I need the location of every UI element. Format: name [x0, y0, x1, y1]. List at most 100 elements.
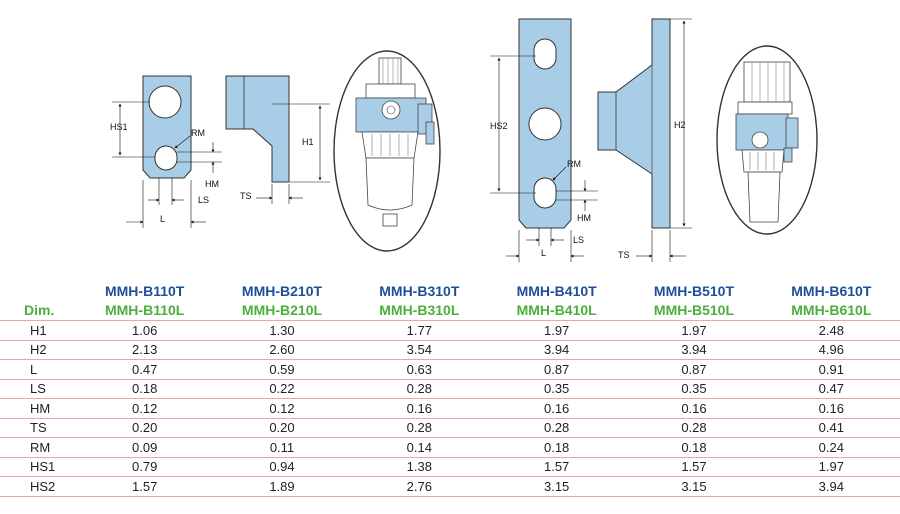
model-bottom-header: MMH-B610L — [791, 302, 872, 318]
model-top-row: MMH-B110T MMH-B210T MMH-B310T MMH-B410T … — [0, 282, 900, 301]
model-bottom-row: Dim. MMH-B110L MMH-B210L MMH-B310L MMH-B… — [0, 301, 900, 321]
table-cell: 1.30 — [213, 320, 351, 341]
h2-label: H2 — [674, 120, 686, 130]
table-cell: 1.77 — [350, 320, 488, 341]
ts-label: TS — [240, 191, 252, 201]
table-cell: 0.16 — [625, 398, 763, 419]
table-cell: 1.97 — [762, 457, 900, 477]
dim-label: LS — [0, 379, 76, 399]
table-cell: 2.13 — [76, 340, 214, 360]
dim-label: HS2 — [0, 476, 76, 497]
l-label: L — [160, 214, 165, 224]
table-cell: 0.28 — [487, 418, 626, 438]
table-cell: 0.24 — [762, 437, 900, 458]
table-cell: 0.28 — [625, 418, 763, 438]
table-cell: 1.57 — [625, 457, 763, 477]
model-bottom-header: MMH-B510L — [653, 302, 735, 318]
table-cell: 1.06 — [76, 320, 214, 341]
table-cell: 3.94 — [487, 340, 626, 360]
table-cell: 0.41 — [762, 418, 900, 438]
table-cell: 3.15 — [487, 476, 626, 497]
dim-label: TS — [0, 418, 76, 438]
model-bottom-header: MMH-B210L — [241, 302, 323, 318]
table-cell: 0.18 — [625, 437, 763, 458]
table-cell: 0.94 — [213, 457, 351, 477]
table-row: HS1 0.79 0.94 1.38 1.57 1.57 1.97 — [0, 457, 900, 477]
rm-label: RM — [191, 128, 205, 138]
hs1-label: HS1 — [110, 122, 128, 132]
table-cell: 0.18 — [76, 379, 214, 399]
table-cell: 0.28 — [350, 418, 488, 438]
large-bracket-front-view: HS2 RM HM LS L — [490, 18, 598, 262]
model-top-header: MMH-B110T — [104, 283, 185, 299]
table-cell: 0.22 — [213, 379, 351, 399]
table-cell: 0.20 — [213, 418, 351, 438]
dim-label: HM — [0, 398, 76, 419]
table-cell: 1.57 — [76, 476, 214, 497]
filter-mounted-illustration-1 — [333, 50, 441, 252]
hm-label: HM — [205, 179, 219, 189]
table-cell: 0.18 — [487, 437, 626, 458]
table-cell: 0.28 — [350, 379, 488, 399]
table-cell: 0.14 — [350, 437, 488, 458]
dim-label: RM — [0, 437, 76, 458]
table-cell: 0.47 — [76, 359, 214, 380]
model-bottom-header: MMH-B410L — [516, 302, 597, 318]
table-cell: 0.16 — [762, 398, 900, 419]
dim-label: H2 — [0, 340, 76, 360]
h1-label: H1 — [302, 137, 314, 147]
table-row: HM 0.12 0.12 0.16 0.16 0.16 0.16 — [0, 398, 900, 419]
model-bottom-header: MMH-B310L — [379, 302, 460, 318]
table-cell: 0.12 — [213, 398, 351, 419]
model-top-header: MMH-B510T — [653, 283, 735, 299]
table-row: HS2 1.57 1.89 2.76 3.15 3.15 3.94 — [0, 476, 900, 497]
table-cell: 0.09 — [76, 437, 214, 458]
table-cell: 0.87 — [487, 359, 626, 380]
rm-label-large: RM — [567, 159, 581, 169]
filter-mounted-illustration-2 — [716, 45, 818, 235]
table-cell: 0.63 — [350, 359, 488, 380]
model-top-header: MMH-B210T — [241, 283, 323, 299]
table-row: H2 2.13 2.60 3.54 3.94 3.94 4.96 — [0, 340, 900, 360]
table-cell: 3.54 — [350, 340, 488, 360]
table-cell: 0.91 — [762, 359, 900, 380]
bracket-drawings: HS1 RM HM LS L H1 TS — [110, 18, 818, 262]
l-label-large: L — [541, 248, 546, 258]
table-cell: 0.59 — [213, 359, 351, 380]
model-top-header: MMH-B610T — [791, 283, 872, 299]
table-cell: 3.94 — [762, 476, 900, 497]
table-cell: 0.11 — [213, 437, 351, 458]
table-cell: 1.57 — [487, 457, 626, 477]
table-cell: 2.48 — [762, 320, 900, 341]
large-bracket-side-view: H2 TS — [597, 18, 692, 262]
table-cell: 0.16 — [350, 398, 488, 419]
table-cell: 2.76 — [350, 476, 488, 497]
hm-label-large: HM — [577, 213, 591, 223]
table-row: RM 0.09 0.11 0.14 0.18 0.18 0.24 — [0, 437, 900, 458]
table-row: H1 1.06 1.30 1.77 1.97 1.97 2.48 — [0, 320, 900, 341]
ts-label-large: TS — [618, 250, 630, 260]
table-cell: 3.15 — [625, 476, 763, 497]
table-cell: 0.79 — [76, 457, 214, 477]
table-cell: 0.87 — [625, 359, 763, 380]
table-cell: 2.60 — [213, 340, 351, 360]
table-cell: 0.20 — [76, 418, 214, 438]
dim-header: Dim. — [24, 302, 55, 318]
table-cell: 1.97 — [487, 320, 626, 341]
table-cell: 3.94 — [625, 340, 763, 360]
table-cell: 4.96 — [762, 340, 900, 360]
table-cell: 1.38 — [350, 457, 488, 477]
table-row: LS 0.18 0.22 0.28 0.35 0.35 0.47 — [0, 379, 900, 399]
dim-label: L — [0, 359, 76, 380]
model-top-header: MMH-B410T — [516, 283, 597, 299]
ls-label: LS — [198, 195, 209, 205]
dim-label: HS1 — [0, 457, 76, 477]
table-cell: 0.35 — [625, 379, 763, 399]
table-cell: 0.12 — [76, 398, 214, 419]
model-top-header: MMH-B310T — [379, 283, 460, 299]
hs2-label: HS2 — [490, 121, 508, 131]
table-row: TS 0.20 0.20 0.28 0.28 0.28 0.41 — [0, 418, 900, 438]
table-row: L 0.47 0.59 0.63 0.87 0.87 0.91 — [0, 359, 900, 380]
dimension-table: MMH-B110T MMH-B210T MMH-B310T MMH-B410T … — [0, 282, 900, 497]
small-bracket-side-view: H1 TS — [225, 75, 330, 204]
